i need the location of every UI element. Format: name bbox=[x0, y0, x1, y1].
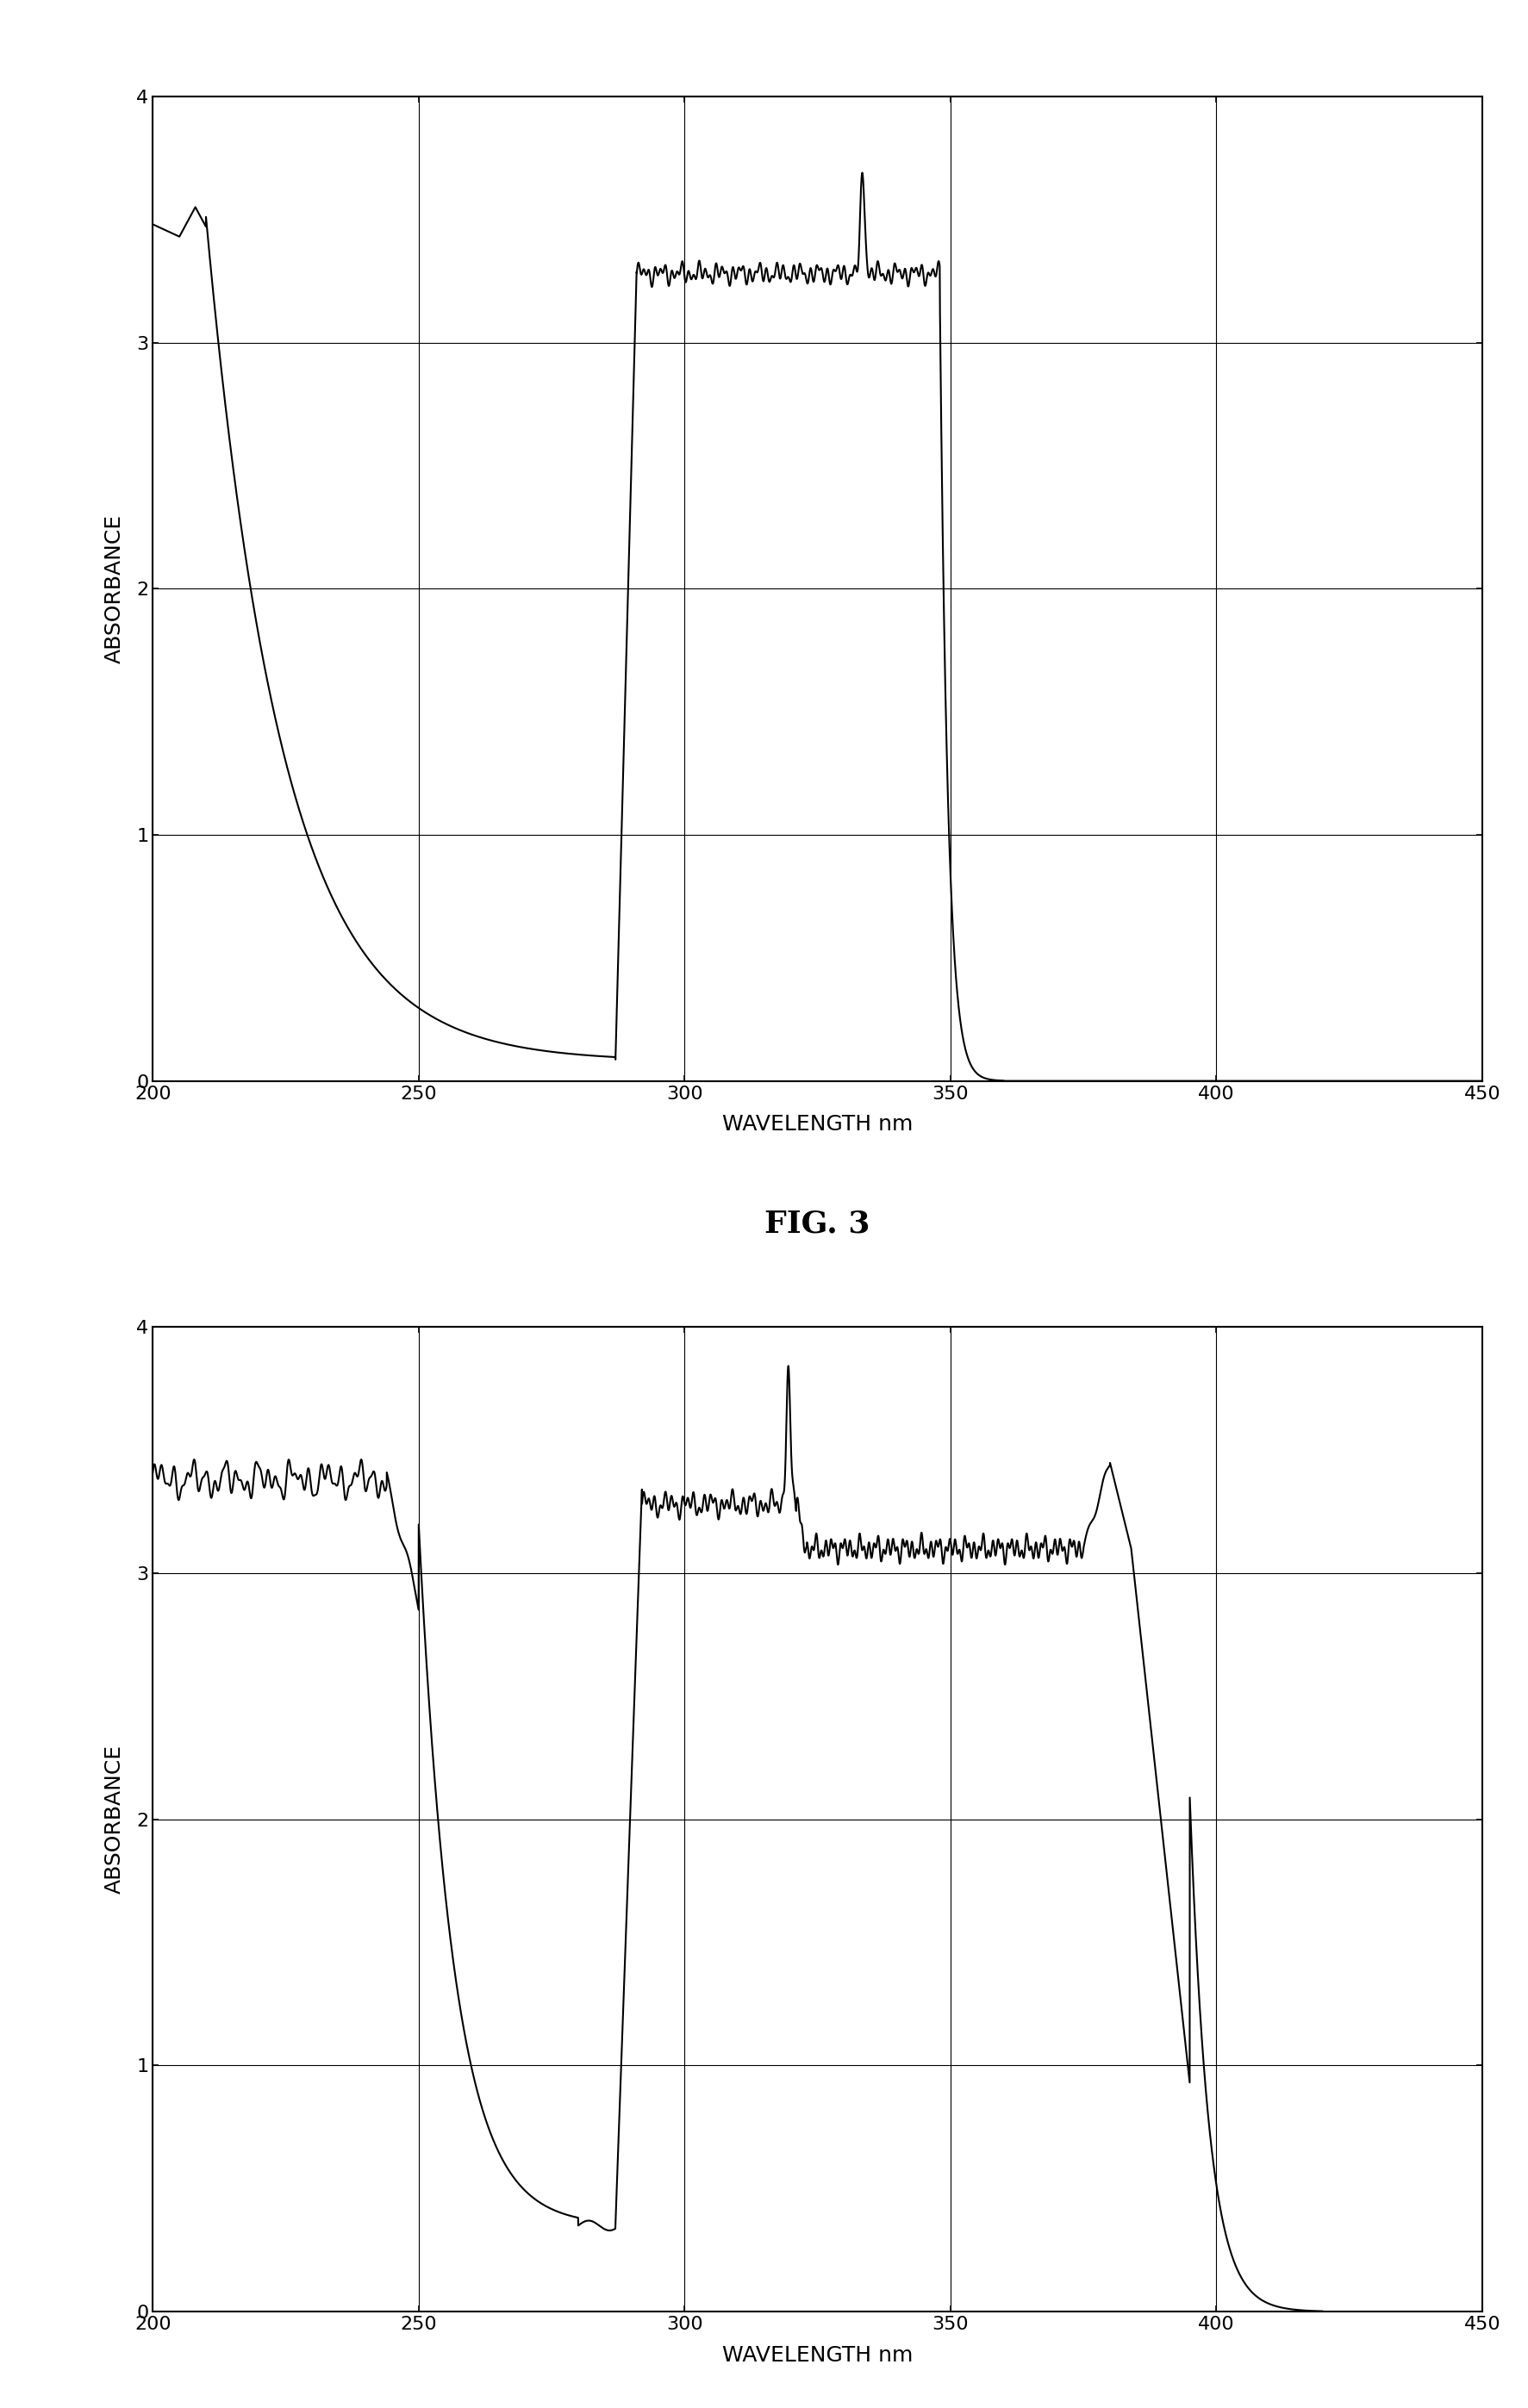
Y-axis label: ABSORBANCE: ABSORBANCE bbox=[104, 513, 124, 662]
X-axis label: WAVELENGTH nm: WAVELENGTH nm bbox=[723, 1115, 912, 1134]
Text: FIG. 3: FIG. 3 bbox=[764, 1209, 871, 1238]
X-axis label: WAVELENGTH nm: WAVELENGTH nm bbox=[723, 2345, 912, 2365]
Y-axis label: ABSORBANCE: ABSORBANCE bbox=[104, 1746, 124, 1895]
